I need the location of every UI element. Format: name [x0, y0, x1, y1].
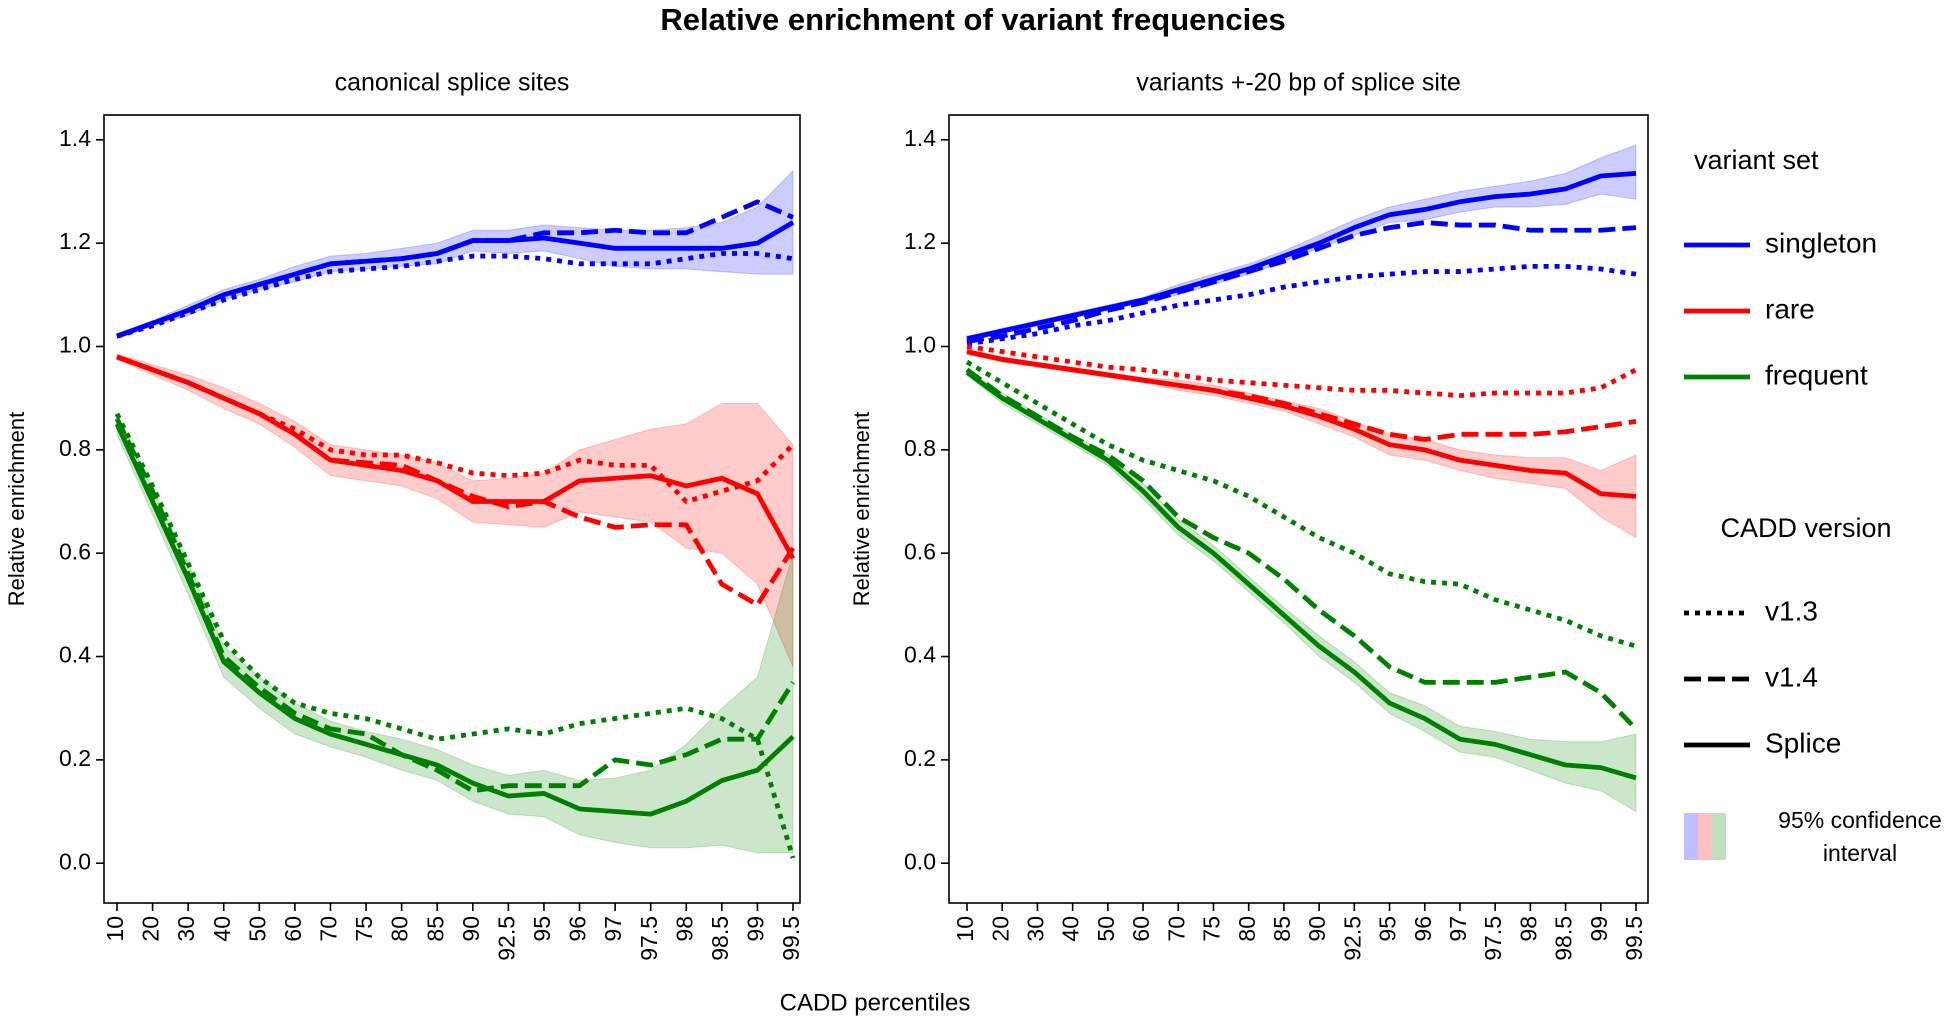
x-tick-label: 50 [244, 916, 270, 942]
confidence-band [116, 413, 794, 854]
x-tick-label: 80 [1234, 916, 1260, 942]
y-tick-label: 0.0 [904, 848, 936, 874]
x-tick-label: 97.5 [1480, 916, 1506, 961]
line [966, 220, 1637, 344]
line [116, 354, 796, 560]
plot-frame [948, 114, 1649, 904]
subplot-title: canonical splice sites [335, 69, 570, 97]
x-tick-label: 75 [1199, 916, 1225, 942]
y-tick-label: 1.4 [59, 125, 91, 151]
x-tick-label: 90 [1304, 916, 1330, 942]
confidence-band [966, 348, 1637, 539]
legend-label: singleton [1765, 227, 1877, 258]
x-tick-label: 99 [742, 916, 768, 942]
x-tick-label: 85 [1269, 916, 1295, 942]
x-tick-label: 99 [1586, 916, 1612, 942]
legend-ci-swatch [1698, 813, 1712, 860]
line [965, 370, 1637, 781]
x-tick-label: 96 [1410, 916, 1436, 942]
x-tick-label: 95 [1375, 916, 1401, 942]
x-tick-label: 70 [1163, 916, 1189, 942]
x-tick-label: 96 [565, 916, 591, 942]
line [114, 412, 796, 859]
y-axis-label: Relative enrichment [849, 412, 874, 606]
legend-label: rare [1765, 293, 1815, 324]
x-tick-label: 75 [351, 916, 377, 942]
x-tick-label: 95 [529, 916, 555, 942]
confidence-band [116, 353, 794, 668]
y-axis-label: Relative enrichment [4, 412, 29, 606]
confidence-band [116, 169, 794, 340]
legend-label: Splice [1765, 727, 1841, 758]
x-tick-label: 99.5 [1621, 916, 1647, 961]
legend-ci-swatch [1712, 813, 1726, 860]
y-tick-label: 1.2 [904, 228, 936, 254]
x-tick-label: 70 [316, 916, 342, 942]
y-tick-label: 0.8 [59, 435, 91, 461]
y-tick-label: 0.6 [59, 538, 91, 564]
y-tick-label: 1.0 [59, 332, 91, 358]
y-tick-label: 0.0 [59, 848, 91, 874]
line [966, 263, 1637, 347]
legend-title: CADD version [1720, 513, 1891, 543]
x-tick-label: 92.5 [1339, 916, 1365, 961]
line [966, 349, 1637, 499]
line [116, 220, 795, 339]
x-tick-label: 60 [280, 916, 306, 942]
y-tick-label: 0.2 [904, 745, 936, 771]
legend-ci-label: interval [1823, 840, 1897, 866]
y-tick-label: 1.4 [904, 125, 936, 151]
x-tick-label: 98.5 [1551, 916, 1577, 961]
plot-frame [103, 114, 801, 904]
y-tick-label: 0.6 [904, 538, 936, 564]
y-tick-label: 1.2 [59, 228, 91, 254]
x-tick-label: 30 [1022, 916, 1048, 942]
legend-ci-label: 95% confidence [1778, 807, 1942, 833]
legend-title: variant set [1694, 145, 1819, 175]
y-tick-label: 1.0 [904, 332, 936, 358]
x-tick-label: 60 [1128, 916, 1154, 942]
x-axis-label: CADD percentiles [780, 989, 971, 1016]
x-tick-label: 10 [102, 916, 128, 942]
x-tick-label: 98 [671, 916, 697, 942]
line [114, 417, 796, 794]
x-tick-label: 10 [952, 916, 978, 942]
x-tick-label: 98 [1515, 916, 1541, 942]
x-tick-label: 40 [209, 916, 235, 942]
legend-label: v1.3 [1765, 595, 1818, 626]
line [966, 349, 1637, 442]
line [966, 170, 1637, 342]
line [114, 422, 795, 817]
line [965, 367, 1638, 731]
x-tick-label: 92.5 [493, 916, 519, 961]
line [965, 359, 1637, 649]
x-tick-label: 80 [387, 916, 413, 942]
x-tick-label: 97 [1445, 916, 1471, 942]
confidence-band [966, 368, 1637, 813]
x-tick-label: 40 [1058, 916, 1084, 942]
x-tick-label: 97 [600, 916, 626, 942]
x-tick-label: 20 [138, 916, 164, 942]
x-tick-label: 98.5 [707, 916, 733, 961]
x-tick-label: 97.5 [636, 916, 662, 961]
line [116, 251, 794, 339]
line [966, 344, 1638, 398]
legend-ci-swatch [1684, 813, 1698, 860]
y-tick-label: 0.2 [59, 745, 91, 771]
x-tick-label: 99.5 [778, 916, 804, 961]
y-tick-label: 0.8 [904, 435, 936, 461]
legend-label: v1.4 [1765, 661, 1818, 692]
legend-label: frequent [1765, 359, 1868, 390]
x-tick-label: 50 [1093, 916, 1119, 942]
x-tick-label: 85 [422, 916, 448, 942]
x-tick-label: 90 [458, 916, 484, 942]
subplot-title: variants +-20 bp of splice site [1136, 69, 1460, 97]
confidence-band [966, 144, 1637, 342]
figure-title: Relative enrichment of variant frequenci… [660, 2, 1285, 37]
x-tick-label: 30 [173, 916, 199, 942]
y-tick-label: 0.4 [59, 642, 91, 668]
y-tick-label: 0.4 [904, 642, 936, 668]
x-tick-label: 20 [987, 916, 1013, 942]
